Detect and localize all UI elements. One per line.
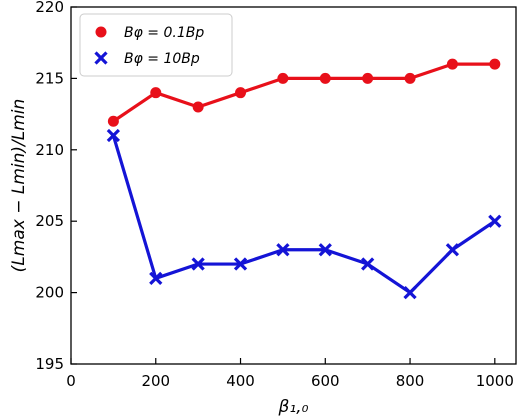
y-tick-label-2: 200	[35, 284, 64, 302]
series-2-point-4-stroke-b	[233, 257, 248, 271]
axes: 0 200 400 600 800 1000 195 200 205 210 215 220 β₁,₀ (…	[9, 0, 517, 417]
series-2-point-9	[445, 243, 460, 257]
series-1-point-3	[192, 101, 204, 113]
series-2-point-10-stroke-b	[488, 214, 502, 228]
series-2-point-1	[106, 128, 121, 143]
x-tick-label-4: 600	[311, 372, 340, 390]
series-2-point-9-stroke-b	[445, 243, 460, 257]
legend-marker-2-stroke-b	[94, 51, 108, 65]
y-tick-label-1: 195	[35, 355, 64, 373]
series-1-point-7	[362, 72, 374, 84]
series-2-point-6	[318, 243, 332, 257]
x-tick-label-2: 200	[141, 372, 170, 390]
series-2-point-8-stroke-b	[403, 285, 417, 300]
series-1-point-6	[319, 72, 331, 84]
series-1-point-9	[446, 58, 458, 70]
legend-label-1: Bφ = 0.1Bp	[124, 25, 204, 41]
series-2-point-2-stroke-b	[149, 271, 163, 285]
series-1-line	[112, 62, 495, 123]
series-2-point-2	[149, 271, 163, 285]
chart-marks	[106, 58, 502, 300]
y-tick-label-3: 205	[35, 212, 64, 230]
series-1-point-5	[277, 72, 289, 84]
series-1-point-2	[150, 87, 162, 99]
y-tick-label-5: 215	[35, 69, 64, 87]
series-2-point-6-stroke-b	[318, 243, 332, 257]
series-2-point-10	[488, 214, 502, 228]
series-1-point-8	[404, 72, 416, 84]
x-tick-label-1: 0	[66, 372, 76, 390]
legend-label-2: Bφ = 10Bp	[124, 51, 200, 67]
series-1-point-10	[489, 58, 501, 70]
legend-marker-1	[95, 26, 107, 38]
series-2-point-3	[191, 257, 205, 271]
series-2-point-5-stroke-b	[276, 243, 290, 257]
y-tick-label-4: 210	[35, 141, 64, 159]
series-2-point-7	[361, 257, 375, 271]
x-tick-label-5: 800	[396, 372, 425, 390]
series-2-point-1-stroke-b	[106, 128, 121, 143]
y-axis-label: (Lmax − Lmin)/Lmin	[9, 99, 29, 273]
y-tick-label-6: 220	[35, 0, 64, 16]
plot-frame	[70, 6, 517, 365]
x-axis-label: β₁,₀	[278, 397, 309, 417]
x-tick-label-6: 1000	[476, 372, 514, 390]
legend-marker-2	[94, 51, 108, 65]
series-2-point-3-stroke-b	[191, 257, 205, 271]
series-2-point-8	[403, 285, 417, 300]
legend: Bφ = 0.1Bp Bφ = 10Bp	[79, 13, 233, 77]
legend-box	[79, 13, 233, 77]
series-1-point-1	[107, 115, 119, 127]
series-2-point-5	[276, 243, 290, 257]
series-2-point-7-stroke-b	[361, 257, 375, 271]
series-1-point-4	[235, 87, 247, 99]
x-tick-label-3: 400	[226, 372, 255, 390]
series-2-line	[111, 135, 496, 295]
series-2-point-4	[233, 257, 248, 271]
